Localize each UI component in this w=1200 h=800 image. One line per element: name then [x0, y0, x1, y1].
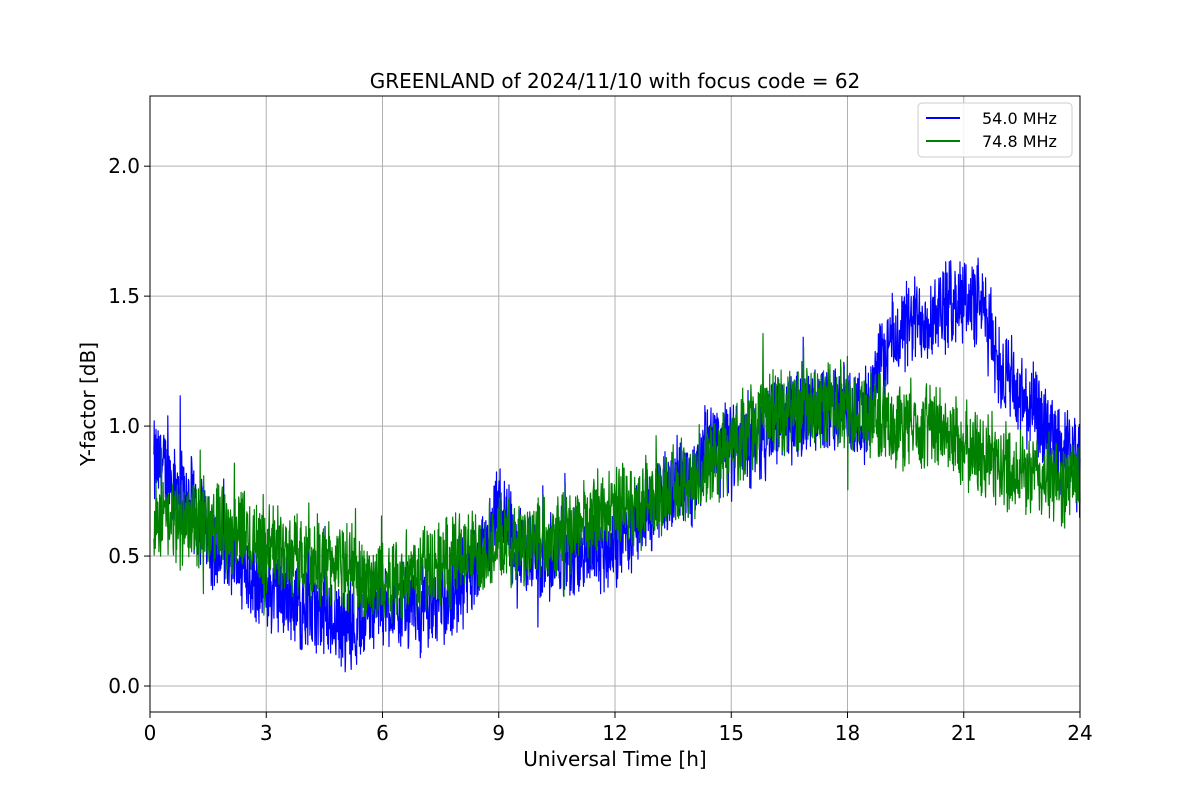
- x-tick-label: 3: [260, 721, 273, 745]
- chart-title: GREENLAND of 2024/11/10 with focus code …: [370, 69, 861, 93]
- legend-box: [917, 102, 1073, 158]
- legend-label-74-8-mhz: 74.8 MHz: [982, 132, 1057, 151]
- legend: 54.0 MHz 74.8 MHz: [917, 102, 1073, 158]
- x-tick-label: 15: [719, 721, 744, 745]
- y-tick-label: 1.0: [108, 414, 140, 438]
- series-layer: [153, 257, 1081, 673]
- x-tick-label: 12: [602, 721, 627, 745]
- x-tick-label: 0: [144, 721, 157, 745]
- x-tick-label: 6: [376, 721, 389, 745]
- x-axis: 0 3 6 9 12 15 18 21 24: [144, 712, 1093, 745]
- series-line-74-8-mhz: [153, 333, 1081, 624]
- x-tick-label: 24: [1067, 721, 1092, 745]
- x-tick-label: 18: [835, 721, 860, 745]
- y-tick-label: 2.0: [108, 154, 140, 178]
- legend-label-54-mhz: 54.0 MHz: [982, 109, 1057, 128]
- x-tick-label: 21: [951, 721, 976, 745]
- y-axis: 0.0 0.5 1.0 1.5 2.0: [108, 154, 150, 698]
- y-axis-title: Y-factor [dB]: [76, 342, 100, 467]
- y-tick-label: 1.5: [108, 284, 140, 308]
- y-tick-label: 0.0: [108, 674, 140, 698]
- x-tick-label: 9: [492, 721, 505, 745]
- x-axis-title: Universal Time [h]: [523, 747, 706, 771]
- y-tick-label: 0.5: [108, 544, 140, 568]
